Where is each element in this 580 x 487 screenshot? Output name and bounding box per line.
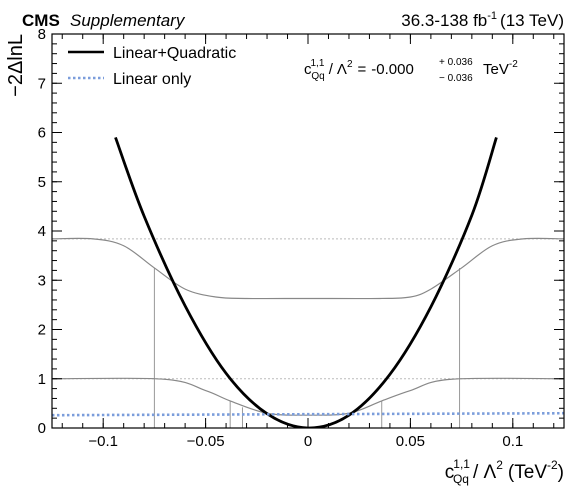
x-label-unit: (TeV	[508, 462, 547, 483]
result-unit-sup: -2	[509, 59, 518, 70]
reference-curve-1	[52, 377, 564, 416]
legend: Linear+Quadratic Linear only	[68, 45, 236, 88]
result-sub: Qq	[311, 71, 324, 82]
x-label-symbol: c	[445, 462, 455, 483]
result-err-up: + 0.036	[439, 57, 473, 68]
energy-label: (13 TeV)	[500, 11, 564, 30]
status-label: Supplementary	[70, 11, 186, 30]
x-tick-labels: −0.1 −0.05 0 0.05 0.1	[88, 433, 523, 450]
series-0	[114, 136, 498, 428]
y-tick-label-6: 6	[38, 125, 46, 142]
y-tick-label-7: 7	[38, 75, 46, 92]
plot-area	[52, 136, 564, 428]
luminosity-label: 36.3-138 fb-1 (13 TeV)	[401, 10, 564, 30]
legend-label-linear-quadratic: Linear+Quadratic	[113, 45, 236, 62]
result-sup: 1,1	[311, 58, 325, 69]
y-tick-label-1: 1	[38, 371, 46, 388]
y-tick-label-0: 0	[38, 420, 46, 437]
result-unit: TeV	[483, 61, 509, 78]
result-value: -0.000	[371, 61, 414, 78]
x-label-sup: 1,1	[453, 457, 470, 471]
y-tick-label-2: 2	[38, 322, 46, 339]
result-symbol: c	[304, 61, 312, 78]
y-tick-label-8: 8	[38, 26, 46, 43]
legend-label-linear-only: Linear only	[113, 71, 191, 88]
result-lambda: Λ	[337, 61, 347, 78]
x-tick-label-4: 0.1	[502, 433, 523, 450]
x-label-lambda-sup: 2	[496, 458, 503, 472]
x-axis-label: c1,1 Qq / Λ2 (TeV-2)	[445, 457, 564, 486]
x-label-unit-sup: -2	[547, 458, 558, 472]
x-label-close: )	[558, 462, 564, 483]
svg-text:TeV-2: TeV-2	[483, 59, 518, 78]
lumi-exponent: -1	[487, 10, 497, 22]
x-tick-label-2: 0	[304, 433, 312, 450]
cms-label: CMS	[22, 11, 60, 30]
y-tick-label-5: 5	[38, 174, 46, 191]
result-err-down: − 0.036	[439, 73, 473, 84]
series-1	[52, 411, 564, 417]
x-tick-label-3: 0.05	[396, 433, 425, 450]
fit-result-annotation: c1,1 Qq / Λ2 = -0.000 + 0.036 − 0.036 TeV-2	[304, 57, 518, 84]
x-label-rest: / Λ	[473, 462, 497, 483]
svg-text:c1,1Qq/Λ2=-0.000: c1,1 Qq / Λ2 = -0.000	[304, 58, 414, 82]
reference-curve-0	[52, 237, 564, 300]
y-axis-label: −2ΔlnL	[5, 34, 27, 97]
result-eq: =	[358, 61, 367, 78]
plot-frame	[51, 33, 565, 429]
y-tick-label-4: 4	[38, 223, 46, 240]
axis-ticks	[52, 33, 564, 429]
y-tick-labels: 0 1 2 3 4 5 6 7 8	[38, 26, 46, 437]
y-tick-label-3: 3	[38, 272, 46, 289]
result-slash: /	[329, 61, 334, 78]
result-lambda-sup: 2	[347, 59, 353, 70]
x-tick-label-1: −0.05	[187, 433, 225, 450]
x-tick-label-0: −0.1	[88, 433, 118, 450]
lumi-value: 36.3-138 fb	[401, 11, 487, 30]
x-label-sub: Qq	[453, 472, 469, 486]
